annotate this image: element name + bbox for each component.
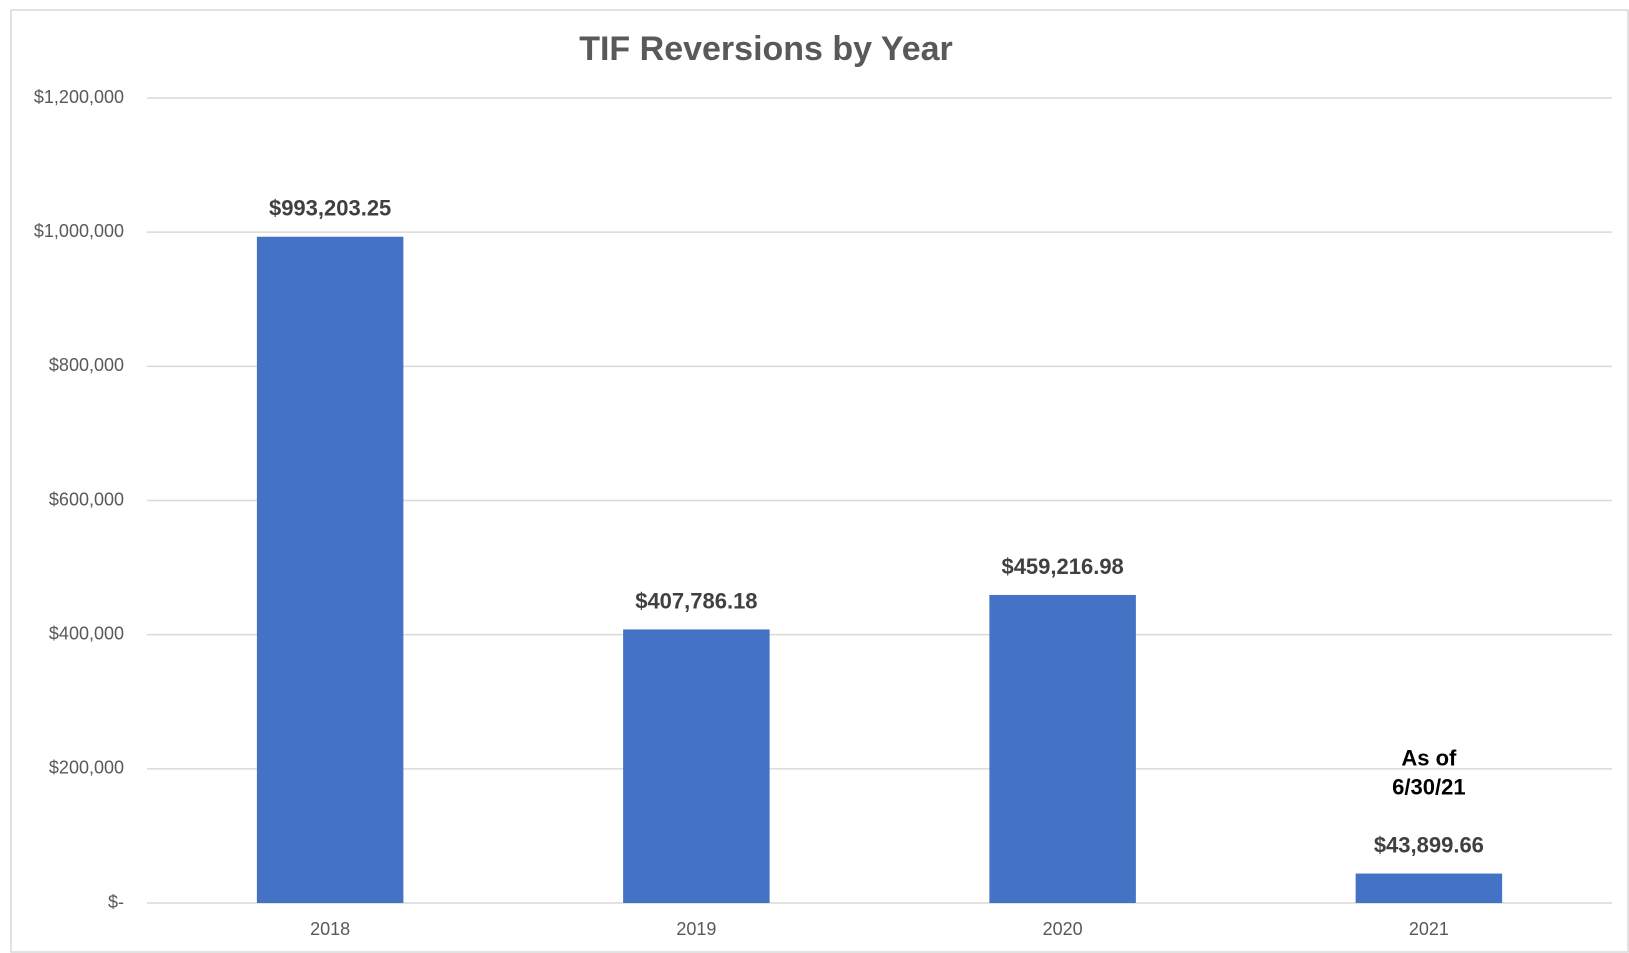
bar [623, 629, 770, 903]
annotation: As of [1401, 745, 1457, 770]
chart-title: TIF Reversions by Year [579, 30, 953, 68]
x-tick-label: 2018 [310, 919, 350, 939]
x-tick-label: 2021 [1409, 919, 1449, 939]
y-tick-label: $1,200,000 [34, 87, 124, 107]
bar [256, 236, 404, 904]
data-label: $993,203.25 [269, 196, 391, 221]
x-tick-label: 2019 [676, 919, 716, 939]
data-label: $43,899.66 [1374, 832, 1484, 857]
y-tick-label: $200,000 [49, 758, 124, 778]
y-tick-label: $600,000 [49, 489, 124, 509]
x-tick-label: 2020 [1043, 919, 1083, 939]
chart-border [10, 9, 1629, 953]
y-tick-label: $1,000,000 [34, 221, 124, 241]
data-label: $459,216.98 [1001, 554, 1123, 579]
bar [1355, 873, 1503, 903]
y-tick-label: $400,000 [49, 623, 124, 643]
bar [989, 594, 1136, 903]
data-label: $407,786.18 [635, 588, 757, 613]
annotation: 6/30/21 [1392, 774, 1465, 799]
y-tick-label: $- [108, 892, 124, 912]
y-tick-label: $800,000 [49, 355, 124, 375]
